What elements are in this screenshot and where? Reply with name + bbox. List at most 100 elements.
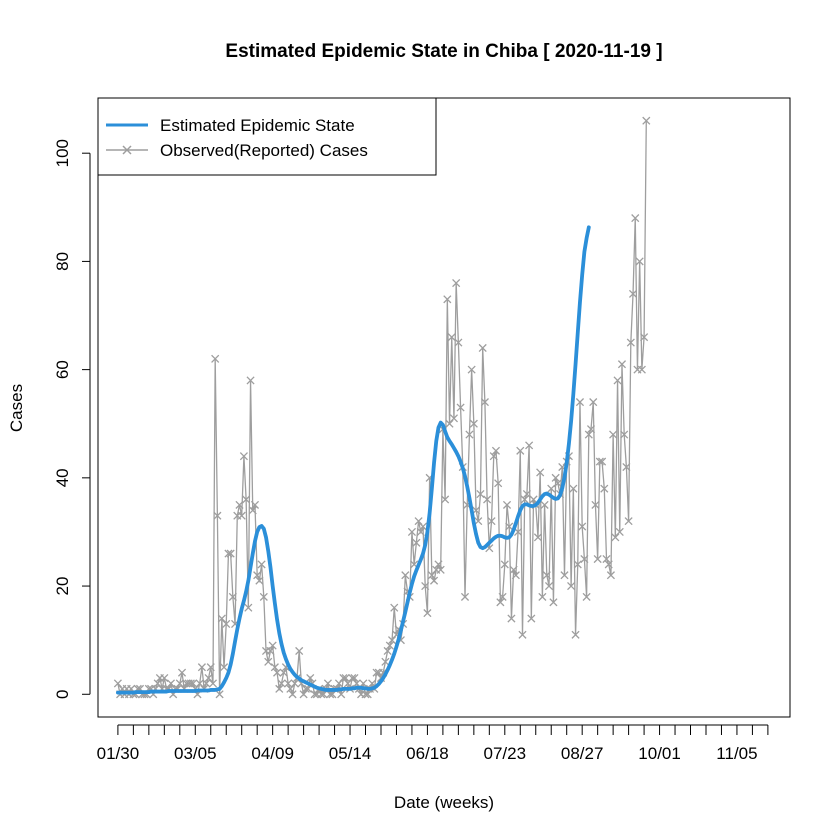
observed-point (242, 495, 251, 504)
observed-point (255, 576, 264, 585)
observed-point (602, 554, 611, 564)
observed-point (352, 679, 361, 688)
observed-point (551, 473, 560, 482)
observed-point (465, 430, 474, 439)
observed-point (575, 398, 585, 407)
observed-point (348, 673, 357, 683)
observed-point (626, 338, 635, 347)
observed-point (226, 549, 235, 558)
observed-point (489, 452, 498, 461)
observed-point (363, 690, 372, 699)
observed-point (416, 527, 425, 537)
observed-cases-line (117, 120, 647, 697)
observed-point (542, 571, 551, 580)
x-tick-label: 06/18 (406, 744, 449, 763)
observed-point (582, 592, 591, 601)
observed-point (560, 571, 569, 580)
observed-point (474, 517, 483, 526)
observed-point (253, 571, 262, 580)
observed-point (573, 560, 582, 569)
observed-point (323, 679, 332, 688)
observed-point (390, 603, 399, 612)
observed-point (372, 668, 381, 677)
observed-point (334, 679, 344, 688)
observed-point (401, 571, 410, 580)
y-tick-label: 60 (53, 360, 72, 379)
observed-point (500, 560, 509, 569)
observed-point (222, 619, 231, 628)
observed-point (350, 673, 359, 683)
observed-point (600, 484, 609, 493)
observed-point (522, 490, 531, 499)
observed-point (454, 338, 463, 347)
observed-point (507, 614, 516, 623)
observed-point (516, 446, 525, 455)
observed-point (498, 592, 507, 601)
observed-point (591, 500, 600, 509)
observed-point (480, 398, 489, 407)
observed-point (301, 684, 310, 693)
observed-point (569, 484, 578, 493)
observed-point (208, 679, 218, 688)
observed-point (553, 479, 562, 488)
observed-point (527, 614, 536, 623)
observed-point (589, 398, 598, 407)
observed-point (418, 522, 428, 531)
chart-title: Estimated Epidemic State in Chiba [ 2020… (225, 41, 662, 62)
observed-point (615, 527, 624, 537)
observed-point (259, 592, 268, 601)
observed-point (637, 365, 646, 374)
observed-point (434, 560, 443, 569)
observed-point (447, 333, 456, 342)
observed-point (326, 690, 335, 699)
observed-point (204, 673, 213, 683)
observed-point (436, 565, 445, 574)
observed-point (595, 457, 604, 466)
observed-point (407, 527, 417, 537)
observed-point (467, 365, 476, 374)
observed-point (456, 403, 465, 412)
observed-point (385, 641, 394, 650)
observed-point (445, 419, 454, 428)
observed-point (186, 679, 195, 688)
observed-point (609, 430, 618, 439)
observed-point (494, 479, 503, 488)
observed-point (202, 679, 211, 688)
observed-point (339, 673, 348, 683)
observed-point (617, 360, 627, 369)
observed-point (518, 630, 527, 639)
observed-point (640, 333, 649, 342)
observed-point (525, 441, 534, 450)
observed-point (219, 663, 229, 672)
observed-point (478, 343, 487, 353)
observed-point (228, 592, 237, 601)
observed-point (264, 657, 273, 666)
observed-point (273, 668, 282, 677)
observed-point (544, 581, 554, 591)
observed-point (584, 430, 593, 439)
observed-point (239, 452, 248, 461)
observed-point (270, 663, 279, 672)
observed-point (496, 598, 505, 607)
observed-point (505, 522, 514, 531)
observed-point (279, 668, 288, 677)
observed-point (153, 679, 162, 688)
x-tick-label: 11/05 (716, 744, 757, 763)
observed-point (295, 646, 304, 656)
observed-point (441, 495, 450, 504)
observed-point (613, 376, 622, 385)
observed-point (381, 657, 390, 666)
observed-point (536, 468, 545, 477)
observed-point (429, 576, 439, 585)
observed-point (211, 354, 220, 363)
observed-point (337, 690, 346, 699)
observed-point (310, 690, 319, 699)
observed-point (286, 684, 295, 693)
observed-point (224, 549, 233, 558)
observed-point (113, 679, 122, 688)
observed-point (257, 560, 266, 569)
legend: Estimated Epidemic State Observed(Report… (97, 97, 437, 176)
x-tick-label: 08/27 (561, 744, 604, 763)
legend-box (97, 97, 437, 176)
observed-point (189, 679, 198, 688)
